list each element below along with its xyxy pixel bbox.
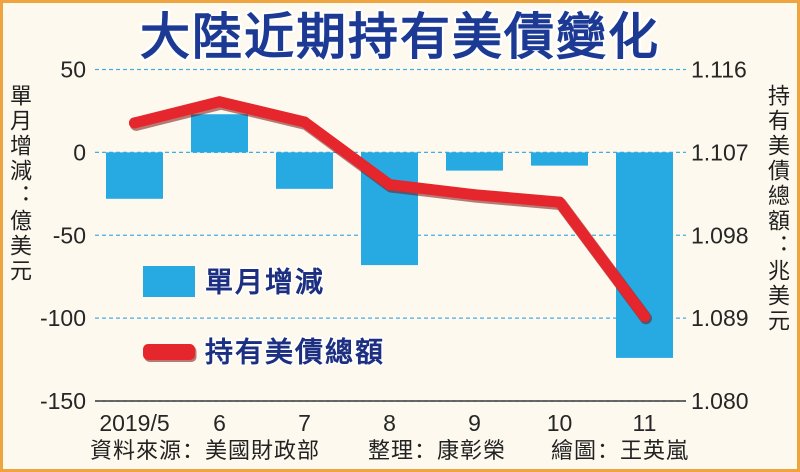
x-tick-label: 11	[633, 410, 657, 436]
holdings-point-8	[384, 179, 395, 191]
monthly-change-bar-2019-5	[106, 152, 163, 199]
compiled-by-credit: 整理：康彰榮	[368, 439, 507, 464]
left-tick-label: -50	[53, 222, 86, 248]
right-tick-label: 1.089	[691, 305, 749, 331]
x-tick-label: 7	[298, 410, 311, 436]
legend: 單月增減 持有美債總額	[143, 264, 385, 370]
legend-bar-label: 單月增減	[205, 266, 325, 299]
right-tick-label: 1.116	[691, 57, 747, 83]
x-tick-label: 2019/5	[99, 410, 169, 436]
left-tick-label: -100	[40, 305, 86, 331]
holdings-point-2019-5	[129, 117, 140, 129]
monthly-change-bar-6	[191, 114, 248, 153]
right-tick-label: 1.107	[691, 139, 749, 165]
monthly-change-bar-10	[531, 152, 588, 166]
right-axis-label: 持有美債總額：兆美元	[764, 84, 789, 334]
left-tick-label: 50	[60, 57, 86, 83]
left-tick-label: 0	[73, 139, 86, 165]
holdings-point-11	[639, 310, 650, 322]
right-tick-label: 1.098	[691, 222, 749, 248]
graphic-by-credit: 繪圖：王英嵐	[551, 439, 690, 464]
holdings-point-9	[469, 189, 480, 201]
right-tick-label: 1.080	[691, 388, 749, 414]
monthly-change-bar-7	[276, 152, 333, 189]
legend-line-swatch	[143, 344, 195, 360]
x-tick-label: 6	[213, 410, 226, 436]
source-credit: 資料來源：美國財政部	[90, 439, 321, 464]
legend-line-label: 持有美債總額	[205, 336, 385, 369]
axis-tick-labels: 50 0 -50 -100 -150 1.116 1.107 1.098 1.089 1.080 2…	[40, 57, 749, 437]
x-tick-label: 8	[383, 410, 396, 436]
legend-bar-swatch	[143, 266, 195, 297]
left-tick-label: -150	[40, 388, 86, 414]
holdings-point-6	[214, 96, 225, 108]
holdings-line-series	[129, 96, 652, 325]
left-axis-label: 單月增減：億美元	[6, 84, 31, 284]
chart-title: 大陸近期持有美債變化	[140, 8, 660, 66]
x-tick-label: 10	[547, 410, 573, 436]
holdings-point-7	[299, 116, 310, 128]
monthly-change-bar-11	[616, 152, 673, 358]
holdings-point-10	[554, 196, 565, 208]
x-tick-label: 9	[468, 410, 481, 436]
monthly-change-bar-9	[446, 152, 503, 171]
